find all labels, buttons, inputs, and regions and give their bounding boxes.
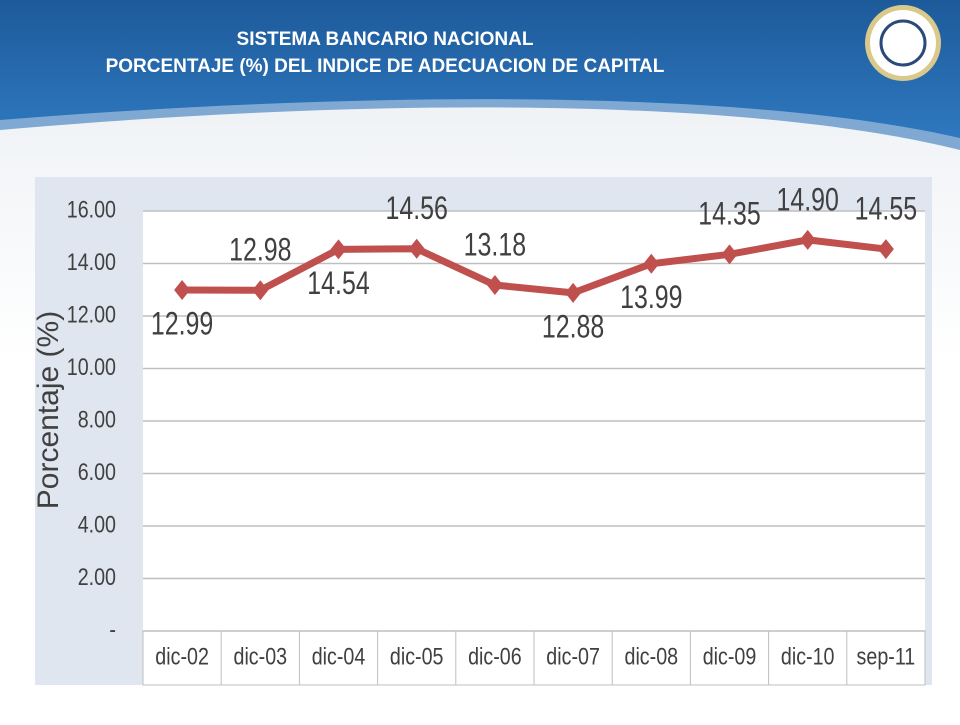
y-tick-label: 16.00 — [67, 195, 116, 222]
header-band — [0, 0, 960, 138]
logo-inner — [879, 19, 927, 67]
data-line — [182, 236, 887, 297]
y-axis-title: Porcentaje (%) — [32, 311, 65, 509]
y-tick-label: 6.00 — [78, 458, 116, 485]
x-tick-label: dic-05 — [390, 642, 444, 669]
value-label: 12.99 — [151, 307, 213, 343]
x-tick-label: dic-10 — [781, 642, 835, 669]
y-tick-label: 8.00 — [78, 405, 116, 432]
data-marker — [174, 280, 191, 301]
data-marker — [565, 282, 582, 303]
value-label: 12.88 — [542, 309, 604, 345]
data-marker — [643, 253, 660, 274]
data-marker — [799, 229, 816, 250]
value-label: 14.55 — [855, 192, 917, 228]
y-tick-label: - — [109, 615, 116, 642]
value-label: 14.90 — [776, 182, 838, 218]
y-tick-label: 2.00 — [78, 563, 116, 590]
value-label: 12.98 — [229, 233, 291, 269]
x-tick-label: dic-06 — [468, 642, 522, 669]
data-marker — [486, 275, 503, 296]
title-line: PORCENTAJE (%) DEL INDICE DE ADECUACION … — [106, 56, 665, 77]
value-label: 14.54 — [307, 266, 369, 302]
x-tick-label: sep-11 — [857, 642, 916, 669]
data-marker — [721, 244, 738, 265]
x-tick-label: dic-04 — [312, 642, 366, 669]
value-label: 14.35 — [698, 197, 760, 233]
x-tick-label: dic-07 — [546, 642, 600, 669]
y-tick-label: 4.00 — [78, 510, 116, 537]
value-label: 13.18 — [464, 228, 526, 264]
x-tick-label: dic-02 — [155, 642, 209, 669]
logo — [865, 5, 941, 81]
plot: - 2.00 4.00 6.00 8.00 10.00 12.00 14.00 16.00 dic… — [67, 182, 925, 685]
data-marker — [330, 239, 347, 260]
y-tick-label: 14.00 — [67, 248, 116, 275]
value-label: 14.56 — [385, 191, 447, 227]
x-tick-label: dic-08 — [625, 642, 679, 669]
title-line: SISTEMA BANCARIO NACIONAL — [237, 29, 534, 50]
data-marker — [252, 280, 269, 301]
x-tick-label: dic-03 — [234, 642, 288, 669]
value-label: 13.99 — [620, 280, 682, 316]
data-marker — [408, 238, 425, 259]
data-marker — [877, 239, 894, 260]
y-tick-label: 12.00 — [67, 300, 116, 327]
x-tick-label: dic-09 — [703, 642, 757, 669]
y-tick-label: 10.00 — [67, 353, 116, 380]
